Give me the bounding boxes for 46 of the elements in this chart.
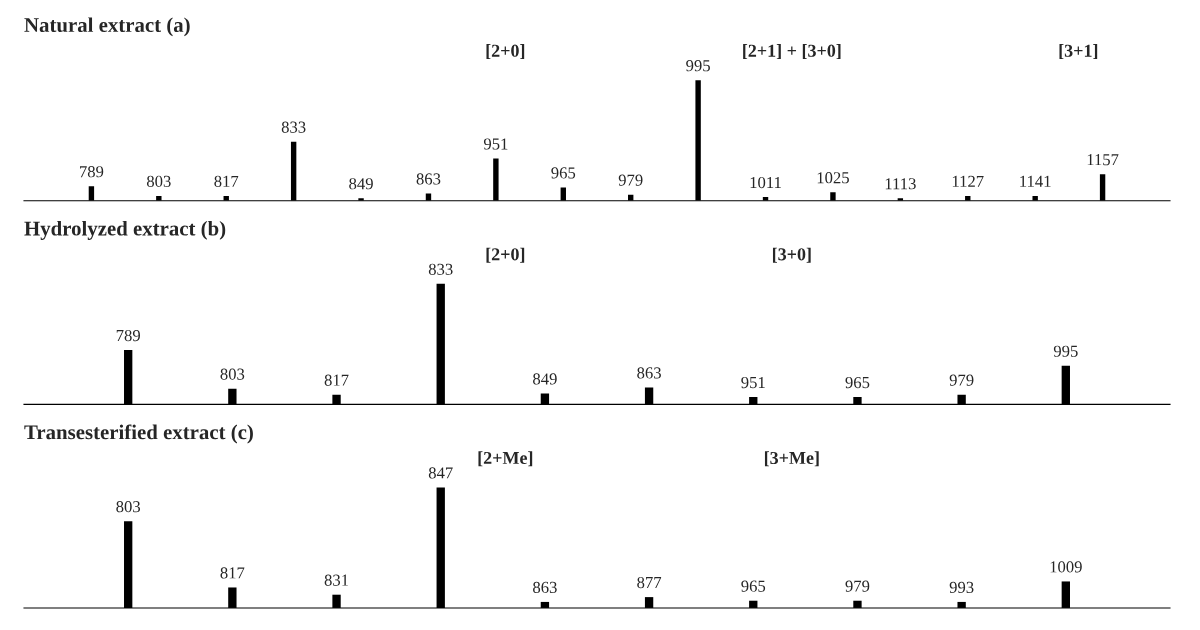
annotation: 965 [551,167,576,179]
annotation: 817 [214,175,239,187]
annotation: 831 [324,574,349,586]
chart-title: Natural extract (a) [24,17,190,37]
annotation: 789 [80,166,104,178]
annotation: 979 [845,580,870,592]
text: [2+1] + [3+0] [743,44,841,60]
annotation: 951 [483,138,508,150]
annotation: 877 [637,576,662,589]
chart-title: Hydrolyzed extract (b) [24,220,226,240]
annotation: 803 [220,368,245,380]
annotation: 951 [741,376,765,389]
annotation: 995 [1053,345,1078,357]
annotation: 833 [281,121,306,133]
annotation: 863 [416,173,441,185]
annotation: 1157 [1087,154,1119,166]
annotation: 1141 [1020,175,1051,187]
annotation: 1009 [1050,561,1082,573]
annotation: 817 [324,374,349,386]
chart-title: Transesterified extract (c) [24,424,253,444]
annotation: 789 [116,329,140,342]
annotation: 833 [428,263,453,275]
annotation: 1025 [817,172,849,184]
text: [2+0] [486,247,525,263]
annotation: 1113 [885,178,916,190]
annotation: 965 [741,580,766,592]
annotation: 849 [349,178,373,190]
text: [3+1] [1059,44,1098,60]
annotation: 849 [533,373,557,385]
annotation: 1127 [952,175,984,187]
annotation: 803 [146,175,171,187]
text: [3+0] [772,247,811,263]
annotation: 803 [116,501,141,513]
annotation: 863 [533,581,557,593]
annotation: 847 [428,467,453,479]
text: [2+0] [486,44,525,60]
annotation: 863 [637,367,661,379]
text: [3+Me] [764,451,819,467]
annotation: 979 [949,374,974,386]
annotation: 1011 [750,176,781,189]
annotation: 995 [686,60,710,72]
text: [2+Me] [478,451,533,467]
annotation: 817 [220,567,245,579]
annotation: 965 [845,376,870,389]
annotation: 979 [618,174,643,186]
annotation: 993 [949,581,974,593]
